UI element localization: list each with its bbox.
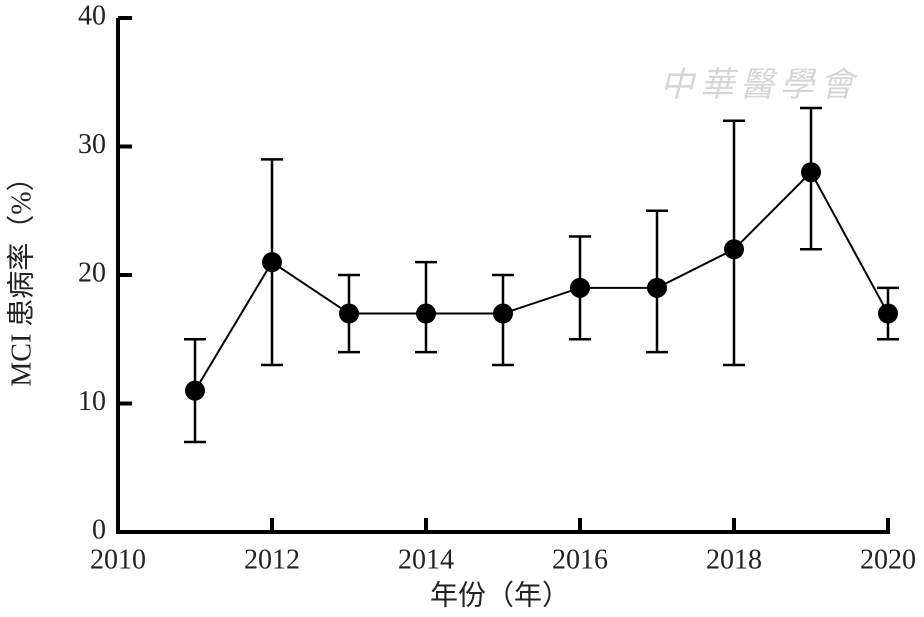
- data-point: [878, 303, 898, 324]
- x-axis-label: 年份（年）: [430, 579, 570, 611]
- x-tick-label: 2010: [90, 544, 146, 575]
- data-point: [262, 252, 282, 273]
- data-point: [185, 380, 205, 401]
- y-tick-label: 30: [78, 129, 106, 160]
- data-point: [570, 277, 590, 298]
- y-tick-label: 0: [92, 514, 106, 545]
- y-axis-label: MCI 患病率（%）: [5, 163, 37, 386]
- series-line: [194, 170, 889, 392]
- data-point: [339, 303, 359, 324]
- data-point: [493, 303, 513, 324]
- y-tick-label: 40: [78, 0, 106, 31]
- data-point: [801, 162, 821, 183]
- x-tick-label: 2018: [706, 544, 762, 575]
- x-tick-label: 2014: [398, 544, 454, 575]
- x-tick-label: 2016: [552, 544, 608, 575]
- y-tick-label: 20: [78, 257, 106, 288]
- x-tick-label: 2012: [244, 544, 300, 575]
- data-point: [647, 277, 667, 298]
- y-tick-label: 10: [78, 386, 106, 417]
- watermark: 中華醫學會: [660, 67, 860, 104]
- x-tick-label: 2020: [860, 544, 916, 575]
- data-point: [724, 239, 744, 260]
- data-point: [416, 303, 436, 324]
